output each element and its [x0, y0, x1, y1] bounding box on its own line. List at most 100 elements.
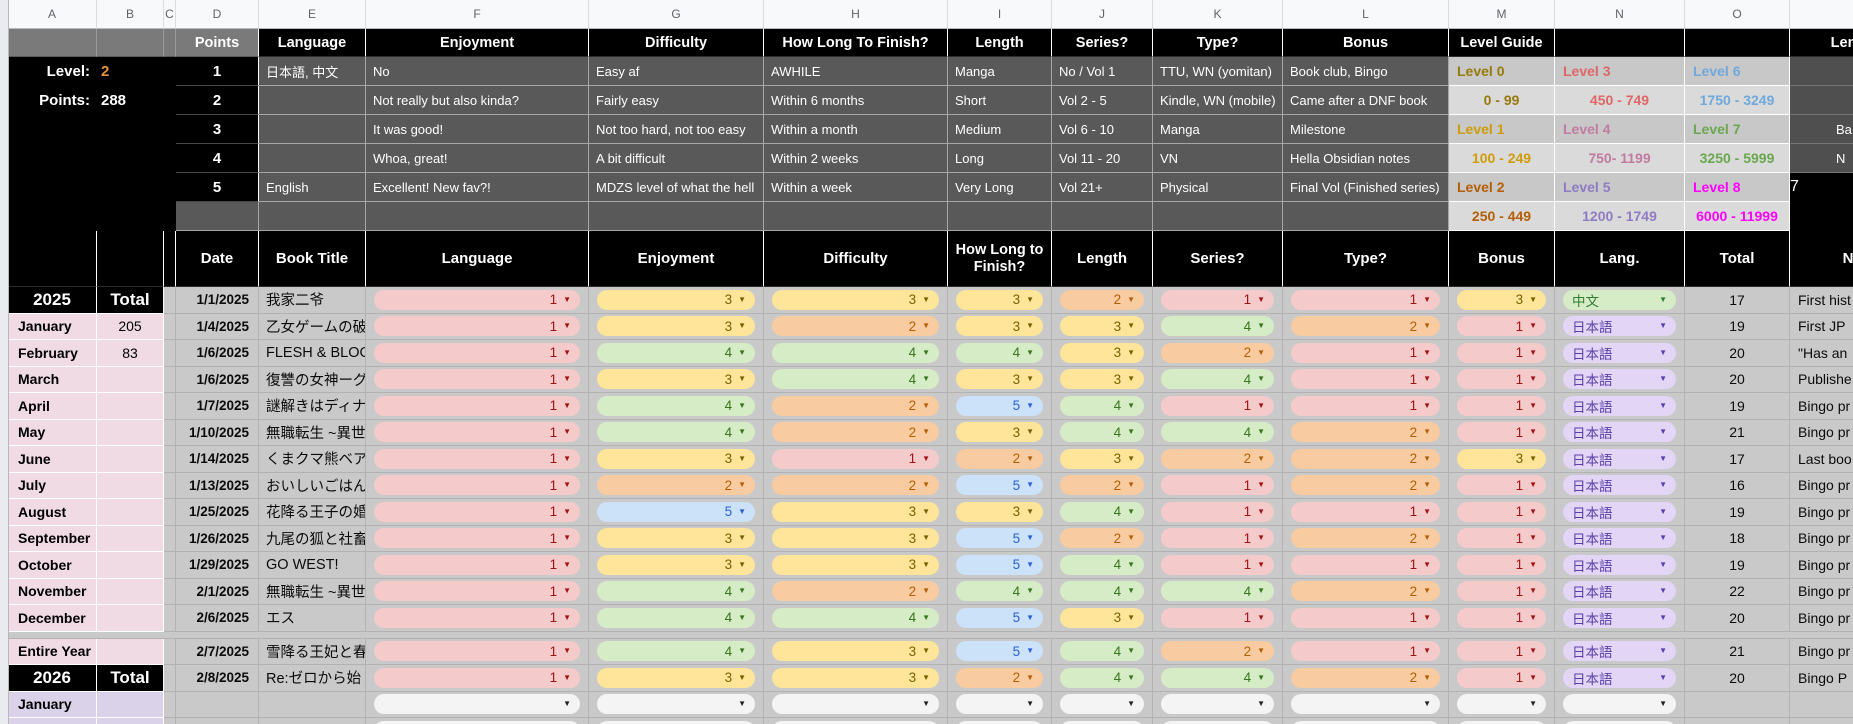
sidebar-month-label[interactable]: September	[8, 525, 97, 552]
type-score-dropdown[interactable]: 1 ▼	[1291, 395, 1440, 416]
score-cell[interactable]: 2 ▼	[1283, 525, 1449, 552]
column-header-M[interactable]: M	[1449, 0, 1555, 29]
book-title-cell[interactable]: 我家二爷	[259, 287, 366, 314]
score-cell[interactable]: 4 ▼	[1153, 313, 1283, 340]
book-title-cell[interactable]: エス	[259, 605, 366, 632]
sidebar-month-total[interactable]	[97, 578, 164, 605]
date-cell[interactable]: 1/6/2025	[176, 366, 259, 393]
lang-dropdown[interactable]: ▼	[1563, 694, 1676, 715]
series-score-dropdown[interactable]: 4 ▼	[1161, 667, 1274, 688]
type-score-dropdown[interactable]: 2 ▼	[1291, 667, 1440, 688]
length-score-dropdown[interactable]: 3 ▼	[1060, 607, 1144, 628]
enjoyment-score-dropdown[interactable]: 3 ▼	[597, 289, 755, 310]
lang-cell[interactable]: 日本語 ▼	[1555, 419, 1685, 446]
length-score-dropdown[interactable]: 4 ▼	[1060, 641, 1144, 662]
score-cell[interactable]: 1 ▼	[1449, 578, 1555, 605]
score-cell[interactable]: 1 ▼	[1449, 313, 1555, 340]
score-cell[interactable]: 4 ▼	[1052, 638, 1153, 665]
difficulty-score-dropdown[interactable]: 4 ▼	[772, 342, 939, 363]
date-cell[interactable]	[176, 718, 259, 724]
score-cell[interactable]: 2 ▼	[1052, 472, 1153, 499]
date-cell[interactable]: 1/6/2025	[176, 340, 259, 367]
series-score-dropdown[interactable]: 2 ▼	[1161, 448, 1274, 469]
type-score-dropdown[interactable]: 2 ▼	[1291, 448, 1440, 469]
length-score-dropdown[interactable]: 4 ▼	[1060, 422, 1144, 443]
lang-cell[interactable]: 日本語 ▼	[1555, 578, 1685, 605]
length-score-dropdown[interactable]: 2 ▼	[1060, 289, 1144, 310]
sidebar-month-total[interactable]	[97, 525, 164, 552]
lang-cell[interactable]: 日本語 ▼	[1555, 393, 1685, 420]
lang-cell[interactable]: 日本語 ▼	[1555, 340, 1685, 367]
sidebar-month-total[interactable]	[97, 472, 164, 499]
lang-cell[interactable]: ▼	[1555, 691, 1685, 718]
language-score-dropdown[interactable]: 1 ▼	[374, 641, 580, 662]
language-score-dropdown[interactable]: 1 ▼	[374, 501, 580, 522]
sidebar-month-total[interactable]	[97, 605, 164, 632]
how-long-score-dropdown[interactable]: ▼	[956, 720, 1043, 724]
score-cell[interactable]: 2 ▼	[764, 472, 948, 499]
book-title-cell[interactable]: 雪降る王妃と春	[259, 638, 366, 665]
type-score-dropdown[interactable]: 1 ▼	[1291, 369, 1440, 390]
score-cell[interactable]: 3 ▼	[589, 446, 764, 473]
score-cell[interactable]: 2 ▼	[1153, 638, 1283, 665]
date-cell[interactable]: 1/1/2025	[176, 287, 259, 314]
column-header-K[interactable]: K	[1153, 0, 1283, 29]
column-header-F[interactable]: F	[366, 0, 589, 29]
sidebar-month-total[interactable]	[97, 499, 164, 526]
length-score-dropdown[interactable]: 4 ▼	[1060, 554, 1144, 575]
score-cell[interactable]: 1 ▼	[366, 287, 589, 314]
total-cell[interactable]: 22	[1685, 578, 1790, 605]
score-cell[interactable]: 1 ▼	[366, 578, 589, 605]
how-long-score-dropdown[interactable]: 2 ▼	[956, 667, 1043, 688]
score-cell[interactable]: 4 ▼	[948, 340, 1052, 367]
score-cell[interactable]: 1 ▼	[366, 605, 589, 632]
score-cell[interactable]: ▼	[948, 718, 1052, 724]
lang-cell[interactable]: 日本語 ▼	[1555, 499, 1685, 526]
score-cell[interactable]: 1 ▼	[1449, 419, 1555, 446]
bonus-score-dropdown[interactable]: 1 ▼	[1457, 316, 1546, 337]
bonus-score-dropdown[interactable]: 1 ▼	[1457, 554, 1546, 575]
sidebar-month-total[interactable]	[97, 366, 164, 393]
score-cell[interactable]: 1 ▼	[366, 525, 589, 552]
score-cell[interactable]: 3 ▼	[764, 499, 948, 526]
score-cell[interactable]: 2 ▼	[948, 446, 1052, 473]
column-header-N[interactable]: N	[1555, 0, 1685, 29]
total-cell[interactable]: 20	[1685, 665, 1790, 692]
difficulty-score-dropdown[interactable]: ▼	[772, 720, 939, 724]
score-cell[interactable]: 3 ▼	[1449, 446, 1555, 473]
score-cell[interactable]: 1 ▼	[366, 638, 589, 665]
total-cell[interactable]: 19	[1685, 313, 1790, 340]
difficulty-score-dropdown[interactable]: 3 ▼	[772, 554, 939, 575]
sidebar-month-total[interactable]	[97, 446, 164, 473]
difficulty-score-dropdown[interactable]: ▼	[772, 694, 939, 715]
date-cell[interactable]: 1/25/2025	[176, 499, 259, 526]
enjoyment-score-dropdown[interactable]: 3 ▼	[597, 667, 755, 688]
language-score-dropdown[interactable]: 1 ▼	[374, 342, 580, 363]
sidebar-month-total[interactable]	[97, 718, 164, 724]
date-cell[interactable]	[176, 691, 259, 718]
lang-cell[interactable]: 日本語 ▼	[1555, 552, 1685, 579]
bonus-score-dropdown[interactable]: 1 ▼	[1457, 641, 1546, 662]
date-cell[interactable]: 2/7/2025	[176, 638, 259, 665]
note-cell[interactable]: Bingo pr	[1790, 525, 1853, 552]
difficulty-score-dropdown[interactable]: 2 ▼	[772, 475, 939, 496]
sidebar-month-label[interactable]: May	[8, 419, 97, 446]
sidebar-month-total[interactable]	[97, 638, 164, 665]
note-cell[interactable]: Bingo pr	[1790, 605, 1853, 632]
type-score-dropdown[interactable]: 2 ▼	[1291, 581, 1440, 602]
enjoyment-score-dropdown[interactable]: ▼	[597, 720, 755, 724]
score-cell[interactable]: 3 ▼	[764, 665, 948, 692]
lang-cell[interactable]: 日本語 ▼	[1555, 665, 1685, 692]
lang-cell[interactable]: 日本語 ▼	[1555, 366, 1685, 393]
difficulty-score-dropdown[interactable]: 3 ▼	[772, 289, 939, 310]
column-header-J[interactable]: J	[1052, 0, 1153, 29]
series-score-dropdown[interactable]: 4 ▼	[1161, 581, 1274, 602]
series-score-dropdown[interactable]: 1 ▼	[1161, 554, 1274, 575]
sidebar-month-total[interactable]	[97, 552, 164, 579]
type-score-dropdown[interactable]: 1 ▼	[1291, 342, 1440, 363]
how-long-score-dropdown[interactable]: 3 ▼	[956, 316, 1043, 337]
score-cell[interactable]: 2 ▼	[1283, 313, 1449, 340]
score-cell[interactable]: 2 ▼	[1283, 419, 1449, 446]
sidebar-month-label[interactable]: June	[8, 446, 97, 473]
score-cell[interactable]: 2 ▼	[764, 313, 948, 340]
